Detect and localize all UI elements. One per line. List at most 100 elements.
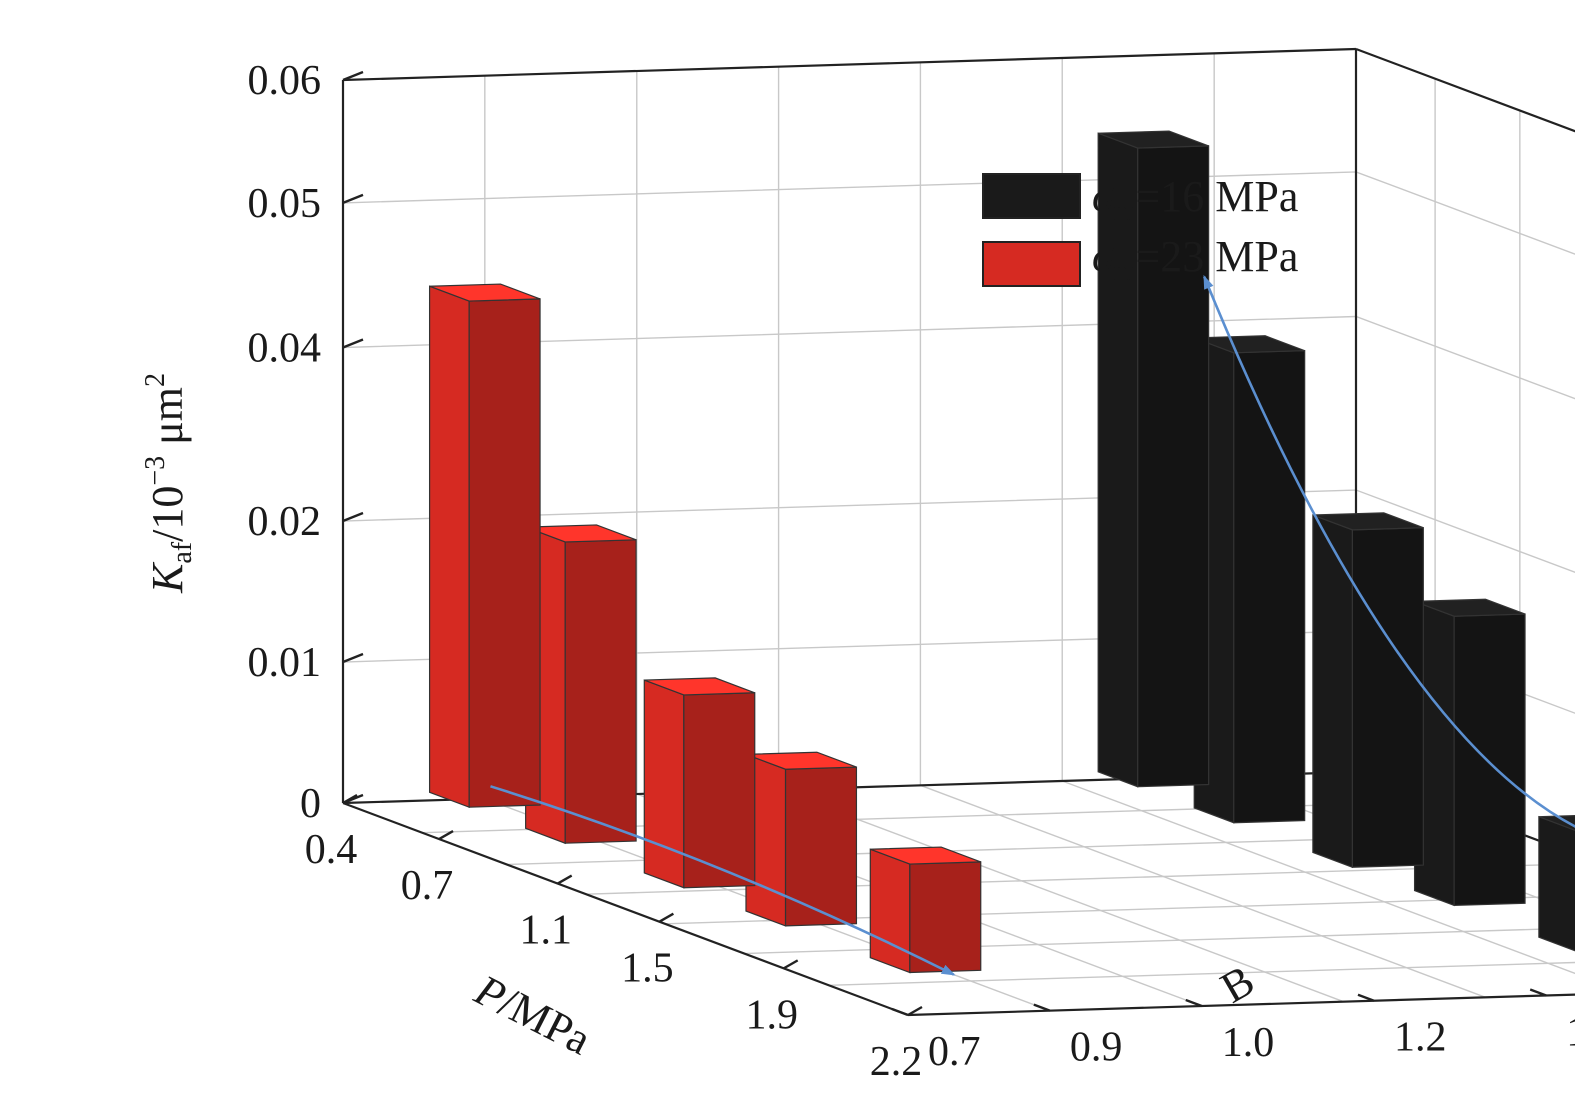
frame-edge-7	[342, 47, 1357, 82]
z-tick-label-4: 0.05	[248, 181, 322, 227]
bar-s1-3	[745, 751, 858, 927]
legend-0-sub: m	[1114, 196, 1136, 227]
bar-top-face	[745, 751, 857, 770]
bar-side-face	[564, 539, 637, 844]
y-tick-label-4: 1.4	[1566, 1009, 1575, 1055]
x-tick-label-1: 0.7	[401, 863, 454, 909]
z-tick-label-2: 0.02	[248, 499, 322, 545]
y-tick-label-1: 0.9	[1070, 1025, 1123, 1071]
x-axis-title: P/MPa	[467, 965, 599, 1065]
wall-grid-z-5	[342, 48, 1575, 132]
bar-s0-0	[1097, 130, 1210, 788]
y-tick-0	[891, 1007, 909, 1017]
y-tick-1	[1033, 1003, 1051, 1012]
z-axis-label-unit-exp: 2	[140, 373, 171, 387]
bar-top-face	[1538, 815, 1575, 831]
z-tick-1	[342, 652, 364, 664]
legend-swatch-1	[982, 241, 1081, 287]
legend-label-1: σm=23 MPa	[1092, 232, 1298, 287]
y-tick-label-3: 1.2	[1394, 1015, 1447, 1061]
z-tick-label-1: 0.01	[248, 640, 322, 686]
legend-item-1: σm=23 MPa	[982, 232, 1298, 287]
z-tick-label-3: 0.04	[248, 326, 322, 372]
x-tick-5	[907, 1005, 923, 1017]
legend-1-rest: =23 MPa	[1135, 232, 1298, 281]
bar-s1-2	[643, 677, 756, 889]
bar-front-face	[1312, 514, 1354, 869]
floor-grid-b-3	[778, 789, 1344, 1003]
x-tick-label-4: 1.9	[745, 992, 798, 1038]
z-axis-label-unit: μm	[143, 387, 192, 456]
bar-side-face	[1453, 613, 1526, 907]
x-tick-4	[783, 959, 799, 970]
y-tick-3	[1357, 993, 1375, 1002]
bar-s0-2	[1312, 512, 1424, 869]
floor-grid-b-4	[920, 784, 1486, 998]
x-tick-1	[438, 829, 454, 841]
z-tick-label-0: 0	[300, 781, 321, 827]
bar-top-face	[1194, 335, 1305, 354]
z-axis-title: Kaf/10−3 μm2	[140, 373, 198, 594]
trend-arrows	[490, 274, 1575, 976]
legend: σm=16 MPa σm=23 MPa	[982, 172, 1298, 287]
legend-swatch-0	[982, 173, 1081, 219]
legend-1-symbol: σ	[1092, 232, 1116, 281]
floor-grid-b-5	[1061, 780, 1575, 975]
legend-item-0: σm=16 MPa	[982, 172, 1298, 227]
bar-side-face	[909, 861, 982, 974]
z-axis-label-main: K	[143, 561, 192, 594]
bar-top-face	[870, 846, 981, 865]
bar-top-face	[1097, 130, 1209, 149]
bar-side-face	[1233, 350, 1306, 824]
y-tick-label-0: 0.7	[928, 1029, 981, 1075]
bar-top-face	[525, 524, 637, 543]
y-tick-2	[1185, 998, 1203, 1008]
arrow-series-0	[1203, 274, 1575, 828]
bar-front-face	[869, 848, 911, 974]
z-axis-label-sub: af	[167, 541, 198, 563]
z-axis-label-exp: −3	[140, 456, 171, 486]
bar-top-face	[1312, 512, 1424, 531]
bar-s1-0	[428, 283, 541, 809]
x-tick-2	[557, 874, 573, 885]
bar-top-face	[644, 677, 755, 696]
bar-top-face	[429, 283, 541, 302]
z-tick-3	[342, 338, 364, 349]
bar-side-face	[1351, 527, 1424, 868]
bar-s0-1	[1193, 335, 1306, 824]
x-tick-label-0: 0.4	[305, 827, 358, 873]
bar-front-face	[643, 679, 685, 889]
x-tick-label-5: 2.2	[870, 1039, 923, 1085]
z-tick-2	[342, 511, 364, 523]
frame-edge-2	[907, 993, 1575, 1017]
legend-0-rest: =16 MPa	[1135, 172, 1298, 221]
y-tick-4	[1529, 988, 1547, 997]
legend-label-0: σm=16 MPa	[1092, 172, 1298, 227]
bar-front-face	[1538, 815, 1575, 952]
x-tick-label-3: 1.5	[621, 946, 674, 992]
x-axis-label-rest: /MPa	[491, 977, 598, 1064]
legend-1-sub: m	[1114, 256, 1136, 287]
bar-s0-3	[1413, 598, 1526, 907]
bar-s1-4	[869, 846, 982, 974]
bars-layer	[428, 130, 1575, 974]
bar-s0-4	[1538, 815, 1575, 952]
bar-top-face	[1414, 598, 1526, 617]
bar-side-face	[468, 298, 541, 808]
floor-grid-p-6	[828, 961, 1575, 987]
x-tick-label-2: 1.1	[519, 908, 572, 954]
z-axis-label-rest: /10	[143, 486, 192, 542]
bar-front-face	[428, 285, 470, 809]
bar-s1-1	[525, 524, 637, 845]
z-tick-4	[342, 193, 364, 205]
arrow-series-1	[490, 785, 956, 976]
z-tick-5	[342, 70, 364, 82]
legend-0-symbol: σ	[1092, 172, 1116, 221]
y-tick-label-2: 1.0	[1222, 1020, 1275, 1066]
tick-labels: 00.010.020.040.050.060.40.71.11.51.92.2 0…	[248, 58, 1575, 1085]
frame-edge-0	[342, 801, 909, 1017]
x-tick-0	[342, 793, 358, 805]
x-tick-3	[658, 912, 674, 923]
z-tick-label-5: 0.06	[248, 58, 322, 104]
